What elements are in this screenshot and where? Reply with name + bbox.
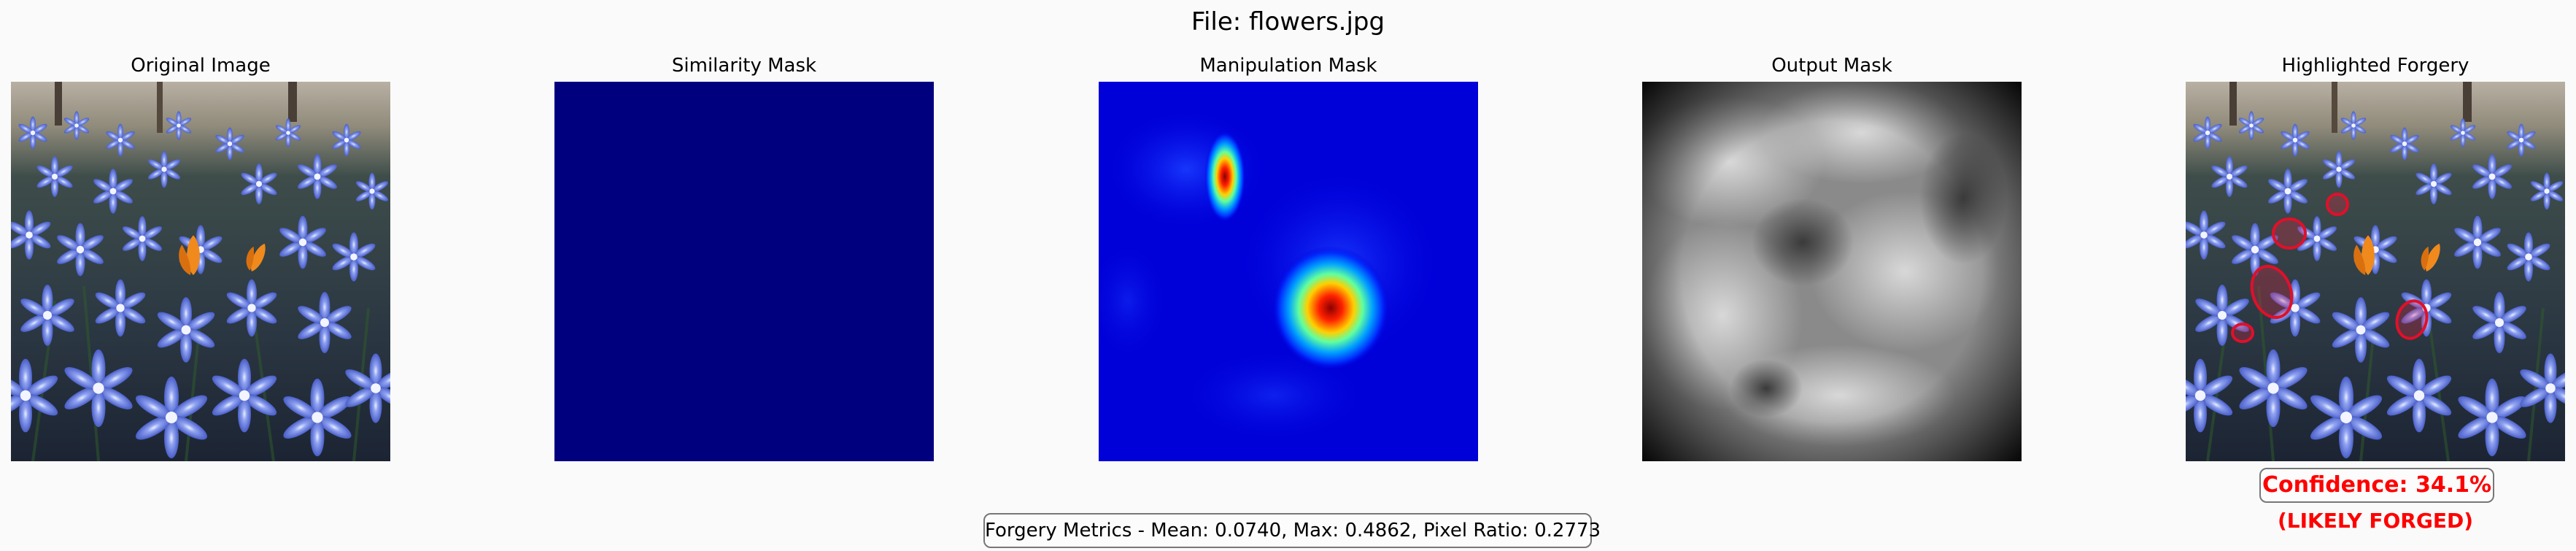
highlighted-forgery xyxy=(2186,82,2565,461)
panel-title-manipulation: Manipulation Mask xyxy=(1199,55,1377,77)
confidence-badge: Confidence: 34.1% xyxy=(2259,468,2494,503)
forgery-circle-marker-icon xyxy=(2250,265,2294,319)
panel-title-output: Output Mask xyxy=(1771,55,1892,77)
forgery-circle-marker-icon xyxy=(2272,217,2307,250)
forgery-circle-marker-icon xyxy=(2326,193,2349,216)
figure-title: File: flowers.jpg xyxy=(1191,7,1385,36)
output-mask xyxy=(1642,82,2022,461)
forgery-metrics: Forgery Metrics - Mean: 0.0740, Max: 0.4… xyxy=(983,513,1601,548)
flower-photo-icon xyxy=(11,82,390,461)
similarity-mask xyxy=(554,82,934,461)
manipulation-mask xyxy=(1099,82,1478,461)
original-image xyxy=(11,82,390,461)
panel-title-highlighted: Highlighted Forgery xyxy=(2281,55,2469,77)
panel-title-original: Original Image xyxy=(131,55,271,77)
verdict-label: (LIKELY FORGED) xyxy=(2277,509,2474,533)
forgery-circle-marker-icon xyxy=(2231,323,2254,343)
forgery-circle-marker-icon xyxy=(2395,299,2429,340)
panel-title-similarity: Similarity Mask xyxy=(671,55,817,77)
